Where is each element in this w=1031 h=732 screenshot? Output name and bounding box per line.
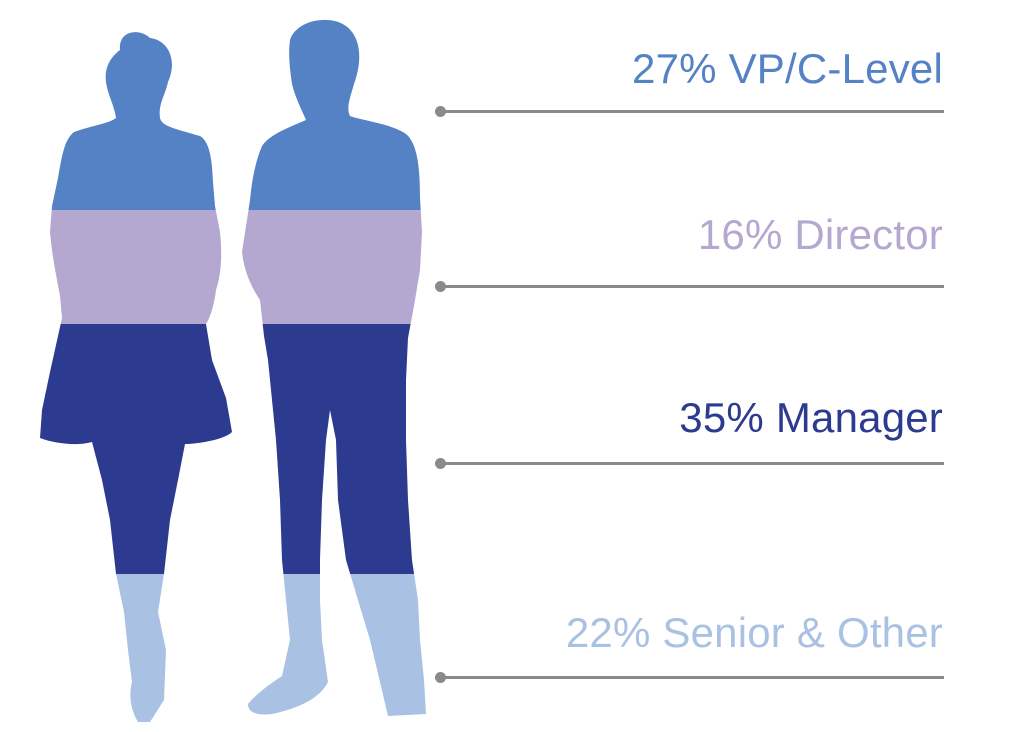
leader-dot bbox=[435, 281, 446, 292]
percent-manager: 35% bbox=[679, 394, 764, 441]
label-senior-other: 22% Senior & Other bbox=[566, 612, 943, 654]
leader-line-senior-other bbox=[435, 672, 944, 683]
label-director: 16% Director bbox=[698, 214, 943, 256]
leader-line-vp-c-level bbox=[435, 106, 944, 117]
percent-vp-c-level: 27% bbox=[632, 45, 717, 92]
category-manager: Manager bbox=[775, 394, 943, 441]
label-vp-c-level: 27% VP/C-Level bbox=[632, 48, 943, 90]
figure-color-bands bbox=[40, 19, 426, 722]
percent-senior-other: 22% bbox=[565, 609, 651, 656]
label-manager: 35% Manager bbox=[679, 397, 943, 439]
band-manager bbox=[40, 324, 426, 574]
band-senior-other bbox=[40, 574, 426, 722]
leader-line-manager bbox=[435, 458, 944, 469]
band-director bbox=[40, 210, 426, 324]
leader-dot bbox=[435, 106, 446, 117]
category-vp-c-level: VP/C-Level bbox=[728, 45, 943, 92]
category-director: Director bbox=[794, 211, 943, 258]
leader-dot bbox=[435, 458, 446, 469]
leader-dot bbox=[435, 672, 446, 683]
leader-line-director bbox=[435, 281, 944, 292]
people-silhouettes bbox=[40, 19, 426, 722]
category-senior-other: Senior & Other bbox=[662, 609, 943, 656]
percent-director: 16% bbox=[697, 211, 783, 258]
band-vp-c-level bbox=[40, 19, 426, 210]
